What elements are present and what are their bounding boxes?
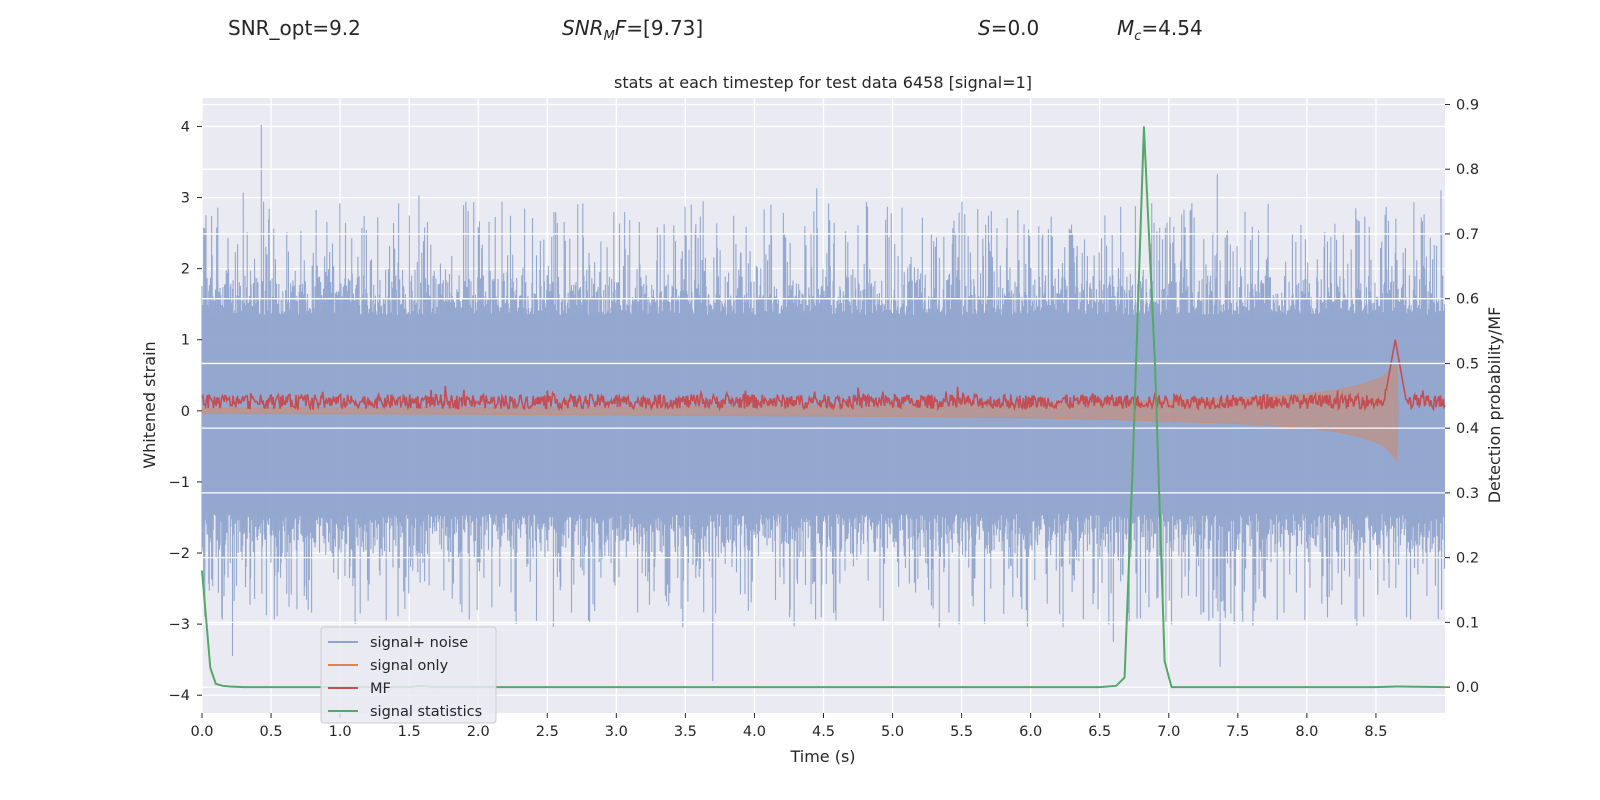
legend: signal+ noise signal only MF signal statist… bbox=[320, 626, 497, 724]
header-snr-mf-sub: M bbox=[603, 29, 615, 44]
legend-label-0: signal+ noise bbox=[370, 635, 468, 651]
x-tick-label-12: 6.0 bbox=[1019, 724, 1042, 740]
header-snr-mf-rest: F bbox=[614, 16, 627, 40]
header-snr-mf-value: =[9.73] bbox=[626, 16, 704, 40]
y-left-tick-label-2: 2 bbox=[181, 262, 190, 278]
header-mc: Mc=4.54 bbox=[1117, 16, 1203, 44]
y-left-tick-label-0: 4 bbox=[181, 119, 190, 135]
legend-label-2: MF bbox=[370, 681, 391, 697]
y-right-tick-label-5: 0.4 bbox=[1456, 421, 1479, 437]
x-tick-label-13: 6.5 bbox=[1088, 724, 1111, 740]
y-left-tick-label-5: −1 bbox=[169, 475, 190, 491]
header-mc-sub: c bbox=[1134, 29, 1142, 44]
y-right-tick-label-1: 0.8 bbox=[1456, 162, 1479, 178]
y-right-tick-label-0: 0.9 bbox=[1456, 97, 1479, 113]
x-tick-label-4: 2.0 bbox=[467, 724, 490, 740]
header-snr-mf-base: SNR bbox=[562, 16, 604, 40]
y-right-tick-label-3: 0.6 bbox=[1456, 292, 1479, 308]
header-s-value: =0.0 bbox=[990, 16, 1040, 40]
x-tick-label-15: 7.5 bbox=[1226, 724, 1249, 740]
y-right-tick-label-6: 0.3 bbox=[1456, 486, 1479, 502]
y-right-tick-label-2: 0.7 bbox=[1456, 227, 1479, 243]
x-tick-label-0: 0.0 bbox=[190, 724, 213, 740]
y-left-tick-label-6: −2 bbox=[169, 546, 190, 562]
series-layer bbox=[201, 125, 1446, 681]
x-tick-label-8: 4.0 bbox=[743, 724, 766, 740]
x-tick-label-9: 4.5 bbox=[812, 724, 835, 740]
series-mf bbox=[201, 339, 1446, 412]
header-snr-opt: SNR_opt=9.2 bbox=[228, 16, 361, 40]
header-s: S=0.0 bbox=[978, 16, 1039, 40]
y-right-tick-label-9: 0.0 bbox=[1456, 680, 1479, 696]
x-tick-label-5: 2.5 bbox=[536, 724, 559, 740]
y-left-tick-label-7: −3 bbox=[169, 617, 190, 633]
y-axis-label-right: Detection probability/MF bbox=[1485, 307, 1504, 504]
y-right-tick-label-4: 0.5 bbox=[1456, 356, 1479, 372]
legend-label-3: signal statistics bbox=[370, 704, 482, 720]
y-left-ticks: 4 3 2 1 0 −1 −2 −3 −4 bbox=[169, 119, 202, 704]
x-tick-label-14: 7.0 bbox=[1157, 724, 1180, 740]
y-right-ticks: 0.9 0.8 0.7 0.6 0.5 0.4 0.3 0.2 0.1 0.0 bbox=[1445, 97, 1479, 696]
x-tick-label-16: 8.0 bbox=[1295, 724, 1318, 740]
x-axis-label: Time (s) bbox=[789, 747, 855, 766]
y-left-tick-label-1: 3 bbox=[181, 191, 190, 207]
x-tick-label-3: 1.5 bbox=[398, 724, 421, 740]
header-s-symbol: S bbox=[978, 16, 991, 40]
header-mc-value: =4.54 bbox=[1141, 16, 1203, 40]
x-ticks: 0.0 0.5 1.0 1.5 2.0 2.5 3.0 3.5 4.0 4.5 5.0 5.5 6.0 6… bbox=[190, 713, 1387, 740]
y-left-tick-label-3: 1 bbox=[181, 333, 190, 349]
stat-layer bbox=[201, 126, 1446, 689]
header-snr-mf: SNRMF=[9.73] bbox=[562, 16, 703, 44]
series-signal-statistics bbox=[201, 126, 1446, 689]
y-axis-label-left: Whitened strain bbox=[140, 341, 159, 468]
x-tick-label-7: 3.5 bbox=[674, 724, 697, 740]
x-tick-label-6: 3.0 bbox=[605, 724, 628, 740]
chart-title: stats at each timestep for test data 645… bbox=[614, 73, 1032, 92]
y-right-tick-label-8: 0.1 bbox=[1456, 615, 1479, 631]
x-tick-label-17: 8.5 bbox=[1364, 724, 1387, 740]
x-tick-label-11: 5.5 bbox=[950, 724, 973, 740]
legend-label-1: signal only bbox=[370, 658, 449, 674]
y-left-tick-label-4: 0 bbox=[181, 404, 190, 420]
x-tick-label-10: 5.0 bbox=[881, 724, 904, 740]
y-left-tick-label-8: −4 bbox=[169, 688, 190, 704]
y-right-tick-label-7: 0.2 bbox=[1456, 551, 1479, 567]
x-tick-label-1: 0.5 bbox=[260, 724, 283, 740]
x-tick-label-2: 1.0 bbox=[329, 724, 352, 740]
header-mc-symbol: M bbox=[1117, 16, 1135, 40]
legend-frame bbox=[320, 626, 497, 724]
